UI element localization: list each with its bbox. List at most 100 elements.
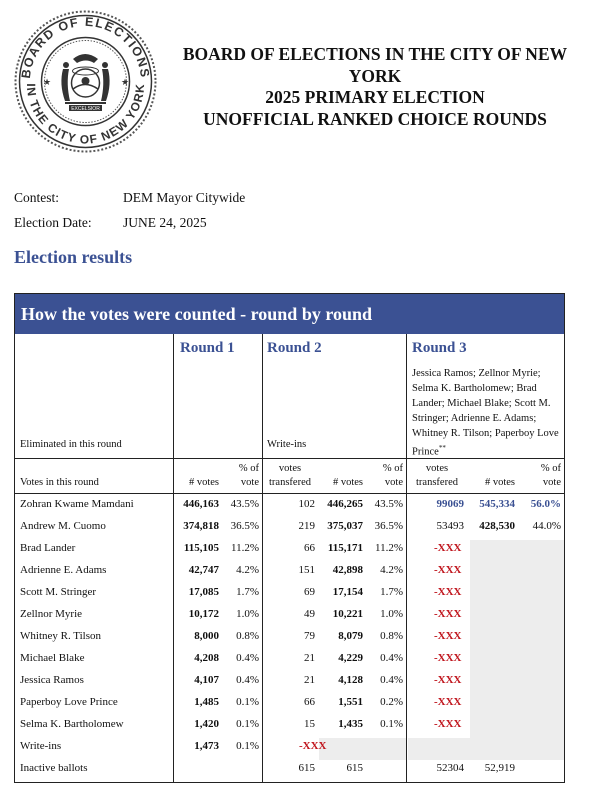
cell-r2v: 17,154 xyxy=(332,586,363,598)
cell-r2t: 21 xyxy=(304,652,315,664)
cell-r1v: 42,747 xyxy=(188,564,219,576)
cell-r2t: 21 xyxy=(304,674,315,686)
cell-name: Zellnor Myrie xyxy=(20,608,83,620)
cell-r2v: 115,171 xyxy=(327,542,363,554)
cell-name: Inactive ballots xyxy=(20,762,88,774)
cell-r3t: 99069 xyxy=(436,498,465,510)
cell-r2v: 10,221 xyxy=(332,608,363,620)
cell-r3t: -XXX xyxy=(434,696,462,708)
r3-votes-header: # votes xyxy=(484,477,515,488)
contest-value: DEM Mayor Citywide xyxy=(123,190,246,205)
election-date-label: Election Date: xyxy=(14,215,92,230)
cell-r2t: 15 xyxy=(304,718,315,730)
header-line-3: 2025 PRIMARY ELECTION xyxy=(265,87,485,107)
round3-header: Round 3 xyxy=(412,340,467,356)
cell-r1p: 0.1% xyxy=(236,696,259,708)
cell-r2p: 0.2% xyxy=(380,696,403,708)
cell-r2t: 615 xyxy=(298,762,316,774)
votes-in-round-label: Votes in this round xyxy=(20,477,99,488)
cell-name: Selma K. Bartholomew xyxy=(20,718,124,730)
cell-r1p: 0.1% xyxy=(236,718,259,730)
cell-r2t: 219 xyxy=(298,520,316,532)
cell-r2t: 79 xyxy=(304,630,315,642)
cell-name: Zohran Kwame Mamdani xyxy=(20,498,134,510)
section-title: Election results xyxy=(14,247,133,267)
cell-r2v: 8,079 xyxy=(338,630,363,642)
cell-name: Whitney R. Tilson xyxy=(20,630,101,642)
cell-r2t: 66 xyxy=(304,696,315,708)
cell-r2t: 151 xyxy=(298,564,316,576)
cell-name: Write-ins xyxy=(20,740,62,752)
cell-name: Paperboy Love Prince xyxy=(20,696,118,708)
round2-writein-shade xyxy=(319,738,406,760)
round3-eliminated-shade xyxy=(470,540,564,760)
cell-r1v: 115,105 xyxy=(183,542,219,554)
cell-r1v: 4,208 xyxy=(194,652,219,664)
round2-header: Round 2 xyxy=(267,340,322,356)
cell-r1v: 1,473 xyxy=(194,740,219,752)
cell-r1p: 36.5% xyxy=(230,520,259,532)
cell-r1v: 10,172 xyxy=(188,608,219,620)
cell-r1v: 1,485 xyxy=(194,696,219,708)
cell-r1p: 1.0% xyxy=(236,608,259,620)
cell-r3t: -XXX xyxy=(434,718,462,730)
cell-r1p: 4.2% xyxy=(236,564,259,576)
cell-r3p: 44.0% xyxy=(532,520,561,532)
table-title: How the votes were counted - round by ro… xyxy=(15,294,564,334)
cell-r2v: 4,128 xyxy=(338,674,363,686)
cell-r2v: 375,037 xyxy=(327,520,363,532)
cell-r2t: 69 xyxy=(304,586,315,598)
cell-r3v: 52,919 xyxy=(484,762,515,774)
round2-eliminated: Write-ins xyxy=(267,439,307,450)
cell-r2p: 43.5% xyxy=(374,498,403,510)
cell-r2v: 4,229 xyxy=(338,652,363,664)
cell-r1p: 0.4% xyxy=(236,674,259,686)
cell-r1v: 446,163 xyxy=(183,498,219,510)
cell-r3t: -XXX xyxy=(434,630,462,642)
cell-name: Brad Lander xyxy=(20,542,76,554)
col-divider-2 xyxy=(262,334,263,782)
cell-r2p: 0.4% xyxy=(380,674,403,686)
cell-r3v: 428,530 xyxy=(479,520,515,532)
cell-r1p: 43.5% xyxy=(230,498,259,510)
cell-r2p: 1.7% xyxy=(380,586,403,598)
header-line-4: UNOFFICIAL RANKED CHOICE ROUNDS xyxy=(203,108,547,129)
col-divider-3 xyxy=(406,334,407,782)
cell-r3v: 545,334 xyxy=(479,498,515,510)
cell-r3t: 52304 xyxy=(436,762,465,774)
svg-text:★: ★ xyxy=(43,77,51,87)
cell-r3p: 56.0% xyxy=(530,498,561,510)
cell-r2p: 11.2% xyxy=(374,542,403,554)
round1-header: Round 1 xyxy=(180,340,235,356)
cell-r3t: -XXX xyxy=(434,608,462,620)
r2-votes-header: # votes xyxy=(332,477,363,488)
cell-r2p: 36.5% xyxy=(374,520,403,532)
r3-transfer-header: votes transfered xyxy=(416,463,458,488)
round3-writein-shade xyxy=(408,738,564,760)
cell-r1p: 0.4% xyxy=(236,652,259,664)
cell-r2p: 4.2% xyxy=(380,564,403,576)
row-divider-2 xyxy=(15,493,564,494)
cell-r1v: 374,818 xyxy=(183,520,219,532)
cell-name: Jessica Ramos xyxy=(20,674,84,686)
col-divider-1 xyxy=(173,334,174,782)
cell-r3t: -XXX xyxy=(434,674,462,686)
cell-r2t: 66 xyxy=(304,542,315,554)
cell-r3t: -XXX xyxy=(434,542,462,554)
cell-name: Adrienne E. Adams xyxy=(20,564,107,576)
cell-r1p: 1.7% xyxy=(236,586,259,598)
cell-r1p: 0.1% xyxy=(236,740,259,752)
cell-r2v: 1,435 xyxy=(338,718,363,730)
cell-name: Scott M. Stringer xyxy=(20,586,97,598)
cell-r2p: 0.8% xyxy=(380,630,403,642)
round3-eliminated: Jessica Ramos; Zellnor Myrie; Selma K. B… xyxy=(412,368,559,458)
cell-r2v: 1,551 xyxy=(338,696,363,708)
cell-r1p: 11.2% xyxy=(230,542,259,554)
cell-r3t: -XXX xyxy=(434,564,462,576)
cell-r1v: 1,420 xyxy=(194,718,219,730)
r2-pct-header: % of vote xyxy=(382,463,403,488)
svg-text:EXCELSIOR: EXCELSIOR xyxy=(71,106,100,112)
svg-text:★: ★ xyxy=(121,77,129,87)
cell-r3t: 53493 xyxy=(436,520,465,532)
document-header: BOARD OF ELECTIONS IN THE CITY OF NEW YO… xyxy=(165,44,585,130)
